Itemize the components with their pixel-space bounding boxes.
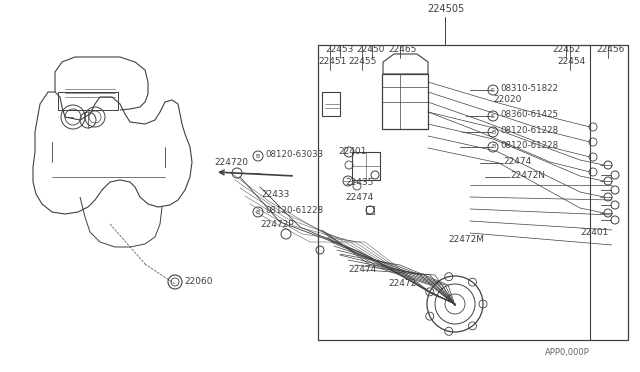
Text: 22472N: 22472N [510,171,545,180]
Text: 08120-63033: 08120-63033 [265,150,323,159]
Text: 08360-61425: 08360-61425 [500,110,558,119]
Text: 22474: 22474 [503,157,531,166]
Text: 08120-61228: 08120-61228 [500,141,558,150]
Text: 22454: 22454 [557,57,585,66]
Text: 22450: 22450 [356,45,385,54]
Text: B: B [256,209,260,215]
Text: B: B [256,154,260,158]
Text: 22435: 22435 [345,178,373,187]
Text: 22401: 22401 [338,147,366,156]
Text: 22453: 22453 [325,45,353,54]
Bar [382,74,428,129]
Text: S: S [491,113,495,119]
Text: B: B [491,129,495,135]
Text: 224720: 224720 [214,158,248,167]
Text: S: S [491,87,495,93]
Text: 22401: 22401 [580,228,609,237]
Bar [352,152,380,180]
Text: 08310-51822: 08310-51822 [500,84,558,93]
Text: 224505: 224505 [427,4,464,14]
Text: 08120-61228: 08120-61228 [500,126,558,135]
Text: 22472P: 22472P [260,220,294,229]
Text: 22465: 22465 [388,45,417,54]
Text: 22455: 22455 [348,57,376,66]
Text: 22452: 22452 [552,45,580,54]
Bar [366,206,374,214]
Bar [322,92,340,116]
Text: B: B [491,144,495,150]
Text: 22020: 22020 [493,95,522,104]
Text: APP0,000P: APP0,000P [545,348,590,357]
Text: 22472M: 22472M [448,235,484,244]
Text: 22474: 22474 [348,265,376,274]
Text: 22060: 22060 [184,277,212,286]
Text: 22456: 22456 [596,45,625,54]
Text: 22472: 22472 [388,279,416,288]
Text: 22451: 22451 [318,57,346,66]
Text: 22433: 22433 [261,190,289,199]
Bar [58,92,118,110]
Text: 08120-61228: 08120-61228 [265,206,323,215]
Text: 22474: 22474 [345,193,373,202]
